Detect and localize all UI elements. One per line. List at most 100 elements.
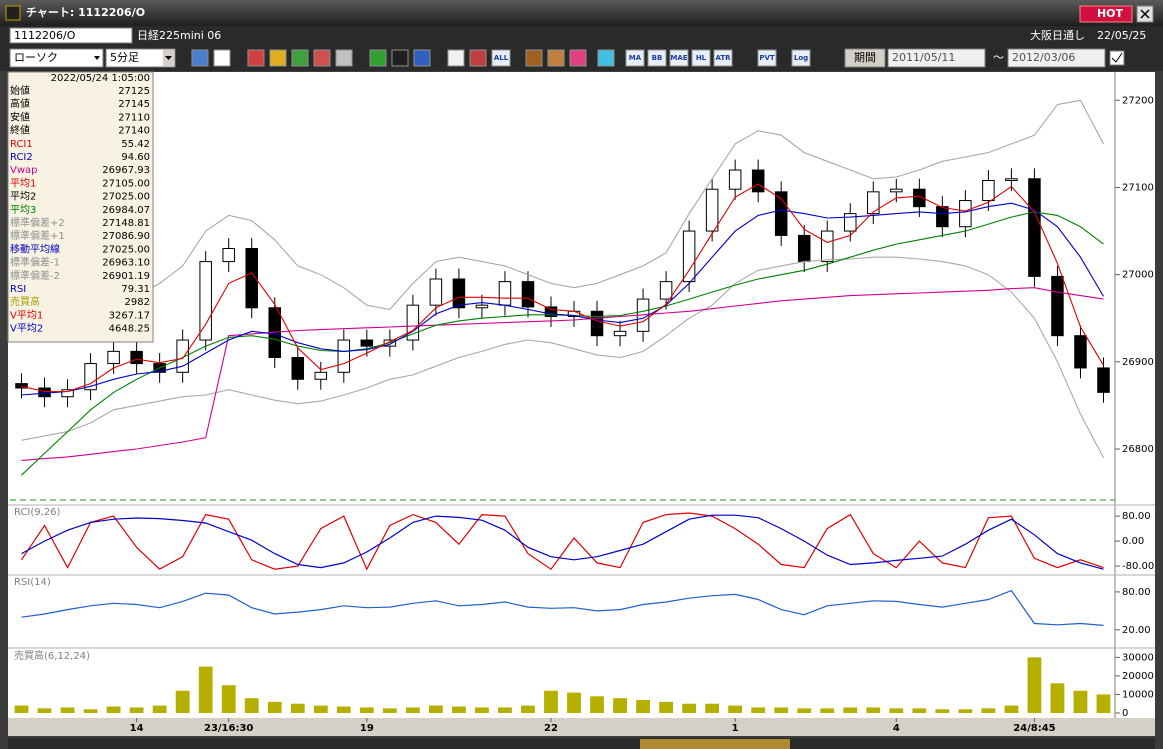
- tool-icon-label[interactable]: MA: [629, 54, 642, 62]
- tool-icon[interactable]: [213, 49, 231, 67]
- info-value: 26901.19: [102, 271, 150, 282]
- volume-bar: [820, 708, 835, 713]
- tool-icon[interactable]: [447, 49, 465, 67]
- tool-icon[interactable]: [569, 49, 587, 67]
- candle-body: [590, 310, 604, 337]
- info-label: V平均1: [10, 309, 43, 321]
- info-value: 27105.00: [102, 178, 150, 189]
- tool-icon[interactable]: [247, 49, 265, 67]
- date-from[interactable]: 2011/05/11: [892, 51, 955, 64]
- date-from-input[interactable]: [887, 48, 986, 68]
- volume-bar: [636, 700, 650, 713]
- tool-icon[interactable]: [413, 49, 431, 67]
- dropdown-arrow[interactable]: [94, 56, 100, 60]
- dropdown-arrow[interactable]: [165, 56, 172, 60]
- tool-icon[interactable]: [391, 49, 409, 67]
- volume-bar: [1096, 694, 1111, 713]
- interval[interactable]: 5分足: [110, 51, 139, 64]
- close-icon[interactable]: [1140, 9, 1150, 19]
- candle-body: [107, 350, 120, 365]
- volume-bar: [1027, 657, 1042, 713]
- date-to-input[interactable]: [1007, 48, 1106, 68]
- period-button[interactable]: [844, 48, 886, 68]
- instrument-name: 日経225mini 06: [137, 29, 221, 42]
- volume-bar: [382, 708, 397, 713]
- scroll-thumb[interactable]: [640, 739, 790, 749]
- candle-body: [1097, 367, 1110, 393]
- tool-icon[interactable]: [647, 49, 667, 67]
- date-to[interactable]: 2012/03/06: [1012, 51, 1075, 64]
- scrollbar[interactable]: [8, 738, 1155, 749]
- hot-button[interactable]: [1079, 5, 1133, 23]
- x-tick-label: 23/16:30: [204, 723, 253, 734]
- tool-icon-label[interactable]: BB: [652, 54, 663, 62]
- candle-body: [659, 281, 673, 300]
- volume-bar: [889, 708, 904, 713]
- volume-bar: [843, 707, 858, 713]
- info-label: 平均1: [10, 177, 36, 189]
- tool-icon-label[interactable]: ATR: [715, 54, 731, 62]
- candle-body: [1005, 178, 1018, 181]
- tool-icon[interactable]: [757, 49, 777, 67]
- tool-icon-label[interactable]: HL: [696, 54, 707, 62]
- symbol-input[interactable]: [9, 27, 133, 44]
- tool-icon[interactable]: [369, 49, 387, 67]
- check-mark[interactable]: [1111, 52, 1123, 63]
- y-tick-label: 26800: [1122, 444, 1154, 455]
- chart-type-select[interactable]: [9, 48, 104, 68]
- tool-icon[interactable]: [335, 49, 353, 67]
- tool-icon[interactable]: [669, 49, 689, 67]
- volume-bar: [498, 707, 512, 713]
- tool-icon-label[interactable]: PVT: [759, 54, 775, 62]
- candle-body: [728, 169, 742, 190]
- y-tick-label: 27200: [1122, 95, 1154, 106]
- volume-bar: [912, 708, 927, 713]
- interval-select[interactable]: [105, 48, 176, 68]
- tool-icon[interactable]: [313, 49, 331, 67]
- tool-icon[interactable]: [713, 49, 733, 67]
- volume-bar: [866, 707, 881, 713]
- tool-icon[interactable]: [791, 49, 811, 67]
- volume-bar: [797, 708, 812, 713]
- period-label[interactable]: 期間: [854, 51, 876, 64]
- tool-icon[interactable]: [469, 49, 487, 67]
- tool-icon[interactable]: [525, 49, 543, 67]
- info-value: 2982: [125, 297, 150, 308]
- exchange: 大阪日通し: [1030, 28, 1085, 42]
- candle-body: [751, 169, 765, 193]
- volume-bar: [728, 705, 743, 713]
- panel-title: RCI(9,26): [14, 507, 61, 518]
- tool-icon[interactable]: [597, 49, 615, 67]
- tool-icon[interactable]: [191, 49, 209, 67]
- tool-icon[interactable]: [491, 49, 511, 67]
- volume-bar: [152, 705, 167, 713]
- volume-bar: [521, 705, 535, 713]
- info-label: 平均2: [10, 191, 36, 203]
- tool-icon[interactable]: [691, 49, 711, 67]
- y-tick-label: 80.00: [1122, 511, 1151, 522]
- indicator-line: [21, 589, 1104, 626]
- tool-icon-label[interactable]: ALL: [494, 54, 509, 62]
- chart-type[interactable]: ローソク: [14, 51, 58, 64]
- tool-icon-label[interactable]: Log: [794, 54, 808, 62]
- tool-icon[interactable]: [625, 49, 645, 67]
- panel-title: RSI(14): [14, 577, 51, 588]
- overlay-line: [21, 202, 1104, 396]
- symbol[interactable]: 1112206/O: [14, 29, 76, 42]
- y-tick-label: -80.00: [1122, 561, 1154, 572]
- tool-icon[interactable]: [291, 49, 309, 67]
- info-label: 始値: [10, 84, 30, 97]
- candle-body: [429, 278, 443, 306]
- window-title: チャート: 1112206/O: [26, 6, 145, 19]
- volume-bar: [958, 709, 973, 713]
- y-tick-label: 30000: [1122, 652, 1154, 663]
- info-value: 27025.00: [102, 244, 150, 255]
- tool-icon[interactable]: [269, 49, 287, 67]
- info-label: 売買高: [10, 295, 40, 308]
- chart-area: [8, 72, 1155, 718]
- info-value: 27125: [118, 86, 150, 97]
- tool-icon[interactable]: [547, 49, 565, 67]
- tool-icon-label[interactable]: MAE: [670, 54, 687, 62]
- info-value: 27086.90: [102, 231, 150, 242]
- hot-label[interactable]: HOT: [1097, 7, 1124, 20]
